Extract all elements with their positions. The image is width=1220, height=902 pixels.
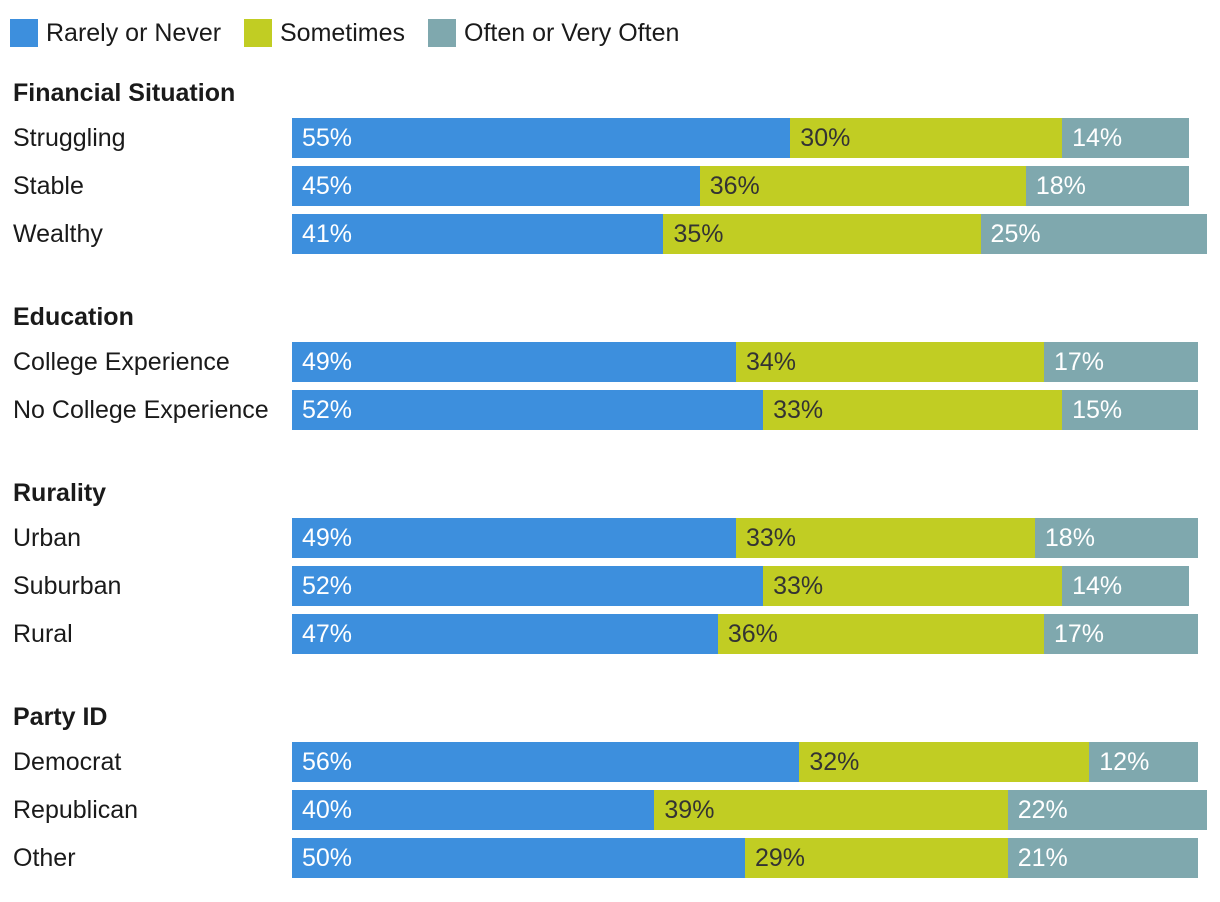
bar-segment	[1089, 742, 1198, 782]
data-label: 22%	[1017, 796, 1068, 824]
data-label: 14%	[1072, 124, 1123, 152]
group-title: Rurality	[13, 479, 107, 507]
row-label: Other	[13, 844, 76, 872]
group-title: Financial Situation	[13, 79, 236, 107]
bar-segment	[1007, 790, 1208, 830]
row-label: Suburban	[13, 572, 122, 600]
bar-segment	[1043, 342, 1198, 382]
bar-segment	[763, 390, 1063, 430]
bar-segment	[699, 166, 1026, 206]
legend-item: Sometimes	[244, 19, 405, 47]
bar-segment	[292, 118, 791, 158]
legend-swatch	[244, 19, 272, 47]
legend-swatch	[428, 19, 456, 47]
data-label: 33%	[773, 396, 824, 424]
row-label: Urban	[13, 524, 82, 552]
bar-segment	[1025, 166, 1189, 206]
bar-segment	[292, 838, 745, 878]
data-label: 29%	[755, 844, 806, 872]
row-label: Rural	[13, 620, 73, 648]
data-label: 39%	[664, 796, 715, 824]
data-label: 21%	[1017, 844, 1068, 872]
bar-segment	[292, 518, 736, 558]
bar-segment	[1043, 614, 1198, 654]
bar-segment	[799, 742, 1090, 782]
data-label: 17%	[1053, 620, 1105, 648]
bar-segment	[292, 166, 700, 206]
row-label: Democrat	[13, 748, 122, 776]
data-label: 35%	[673, 220, 724, 248]
data-label: 33%	[745, 524, 796, 552]
bar-segment	[292, 566, 764, 606]
bar-segment	[654, 790, 1008, 830]
bar-segment	[745, 838, 1008, 878]
data-label: 36%	[709, 172, 760, 200]
bar-segment	[292, 214, 664, 254]
data-label: 32%	[809, 748, 860, 776]
bar-segment	[292, 390, 764, 430]
data-label: 56%	[302, 748, 353, 776]
bar-segment	[980, 214, 1208, 254]
bar-segment	[292, 790, 655, 830]
data-label: 33%	[773, 572, 824, 600]
data-label: 41%	[302, 220, 353, 248]
data-label: 52%	[302, 396, 353, 424]
data-label: 15%	[1072, 396, 1123, 424]
data-label: 34%	[745, 348, 796, 376]
data-label: 18%	[1044, 524, 1095, 552]
data-label: 50%	[302, 844, 353, 872]
row-label: Struggling	[13, 124, 126, 152]
row-label: College Experience	[13, 348, 230, 376]
legend-label: Rarely or Never	[46, 19, 222, 47]
row-label: No College Experience	[13, 396, 269, 424]
group-title: Party ID	[13, 703, 108, 731]
bar-segment	[292, 742, 800, 782]
data-label: 49%	[302, 348, 353, 376]
data-label: 17%	[1053, 348, 1105, 376]
bar-segment	[717, 614, 1044, 654]
bar-segment	[1062, 390, 1198, 430]
data-label: 12%	[1099, 748, 1150, 776]
legend-label: Often or Very Often	[464, 19, 680, 47]
row-label: Wealthy	[13, 220, 103, 248]
legend-label: Sometimes	[280, 19, 406, 47]
bar-segment	[735, 518, 1035, 558]
data-label: 49%	[302, 524, 353, 552]
data-label: 47%	[302, 620, 353, 648]
data-label: 36%	[727, 620, 778, 648]
bar-segment	[1007, 838, 1198, 878]
data-label: 18%	[1035, 172, 1086, 200]
group-title: Education	[13, 303, 134, 331]
data-label: 45%	[302, 172, 353, 200]
bar-segment	[735, 342, 1044, 382]
data-label: 25%	[990, 220, 1041, 248]
data-label: 52%	[302, 572, 353, 600]
data-label: 14%	[1072, 572, 1123, 600]
row-label: Stable	[13, 172, 84, 200]
bar-segment	[1034, 518, 1198, 558]
bar-segment	[763, 566, 1063, 606]
legend-item: Rarely or Never	[10, 19, 221, 47]
legend-item: Often or Very Often	[428, 19, 679, 47]
legend-swatch	[10, 19, 38, 47]
bar-segment	[1062, 118, 1189, 158]
data-label: 30%	[800, 124, 851, 152]
row-label: Republican	[13, 796, 139, 824]
data-label: 40%	[302, 796, 353, 824]
bar-segment	[663, 214, 981, 254]
data-label: 55%	[302, 124, 353, 152]
bar-segment	[790, 118, 1063, 158]
bar-segment	[292, 342, 736, 382]
bar-segment	[1062, 566, 1189, 606]
bar-segment	[292, 614, 718, 654]
